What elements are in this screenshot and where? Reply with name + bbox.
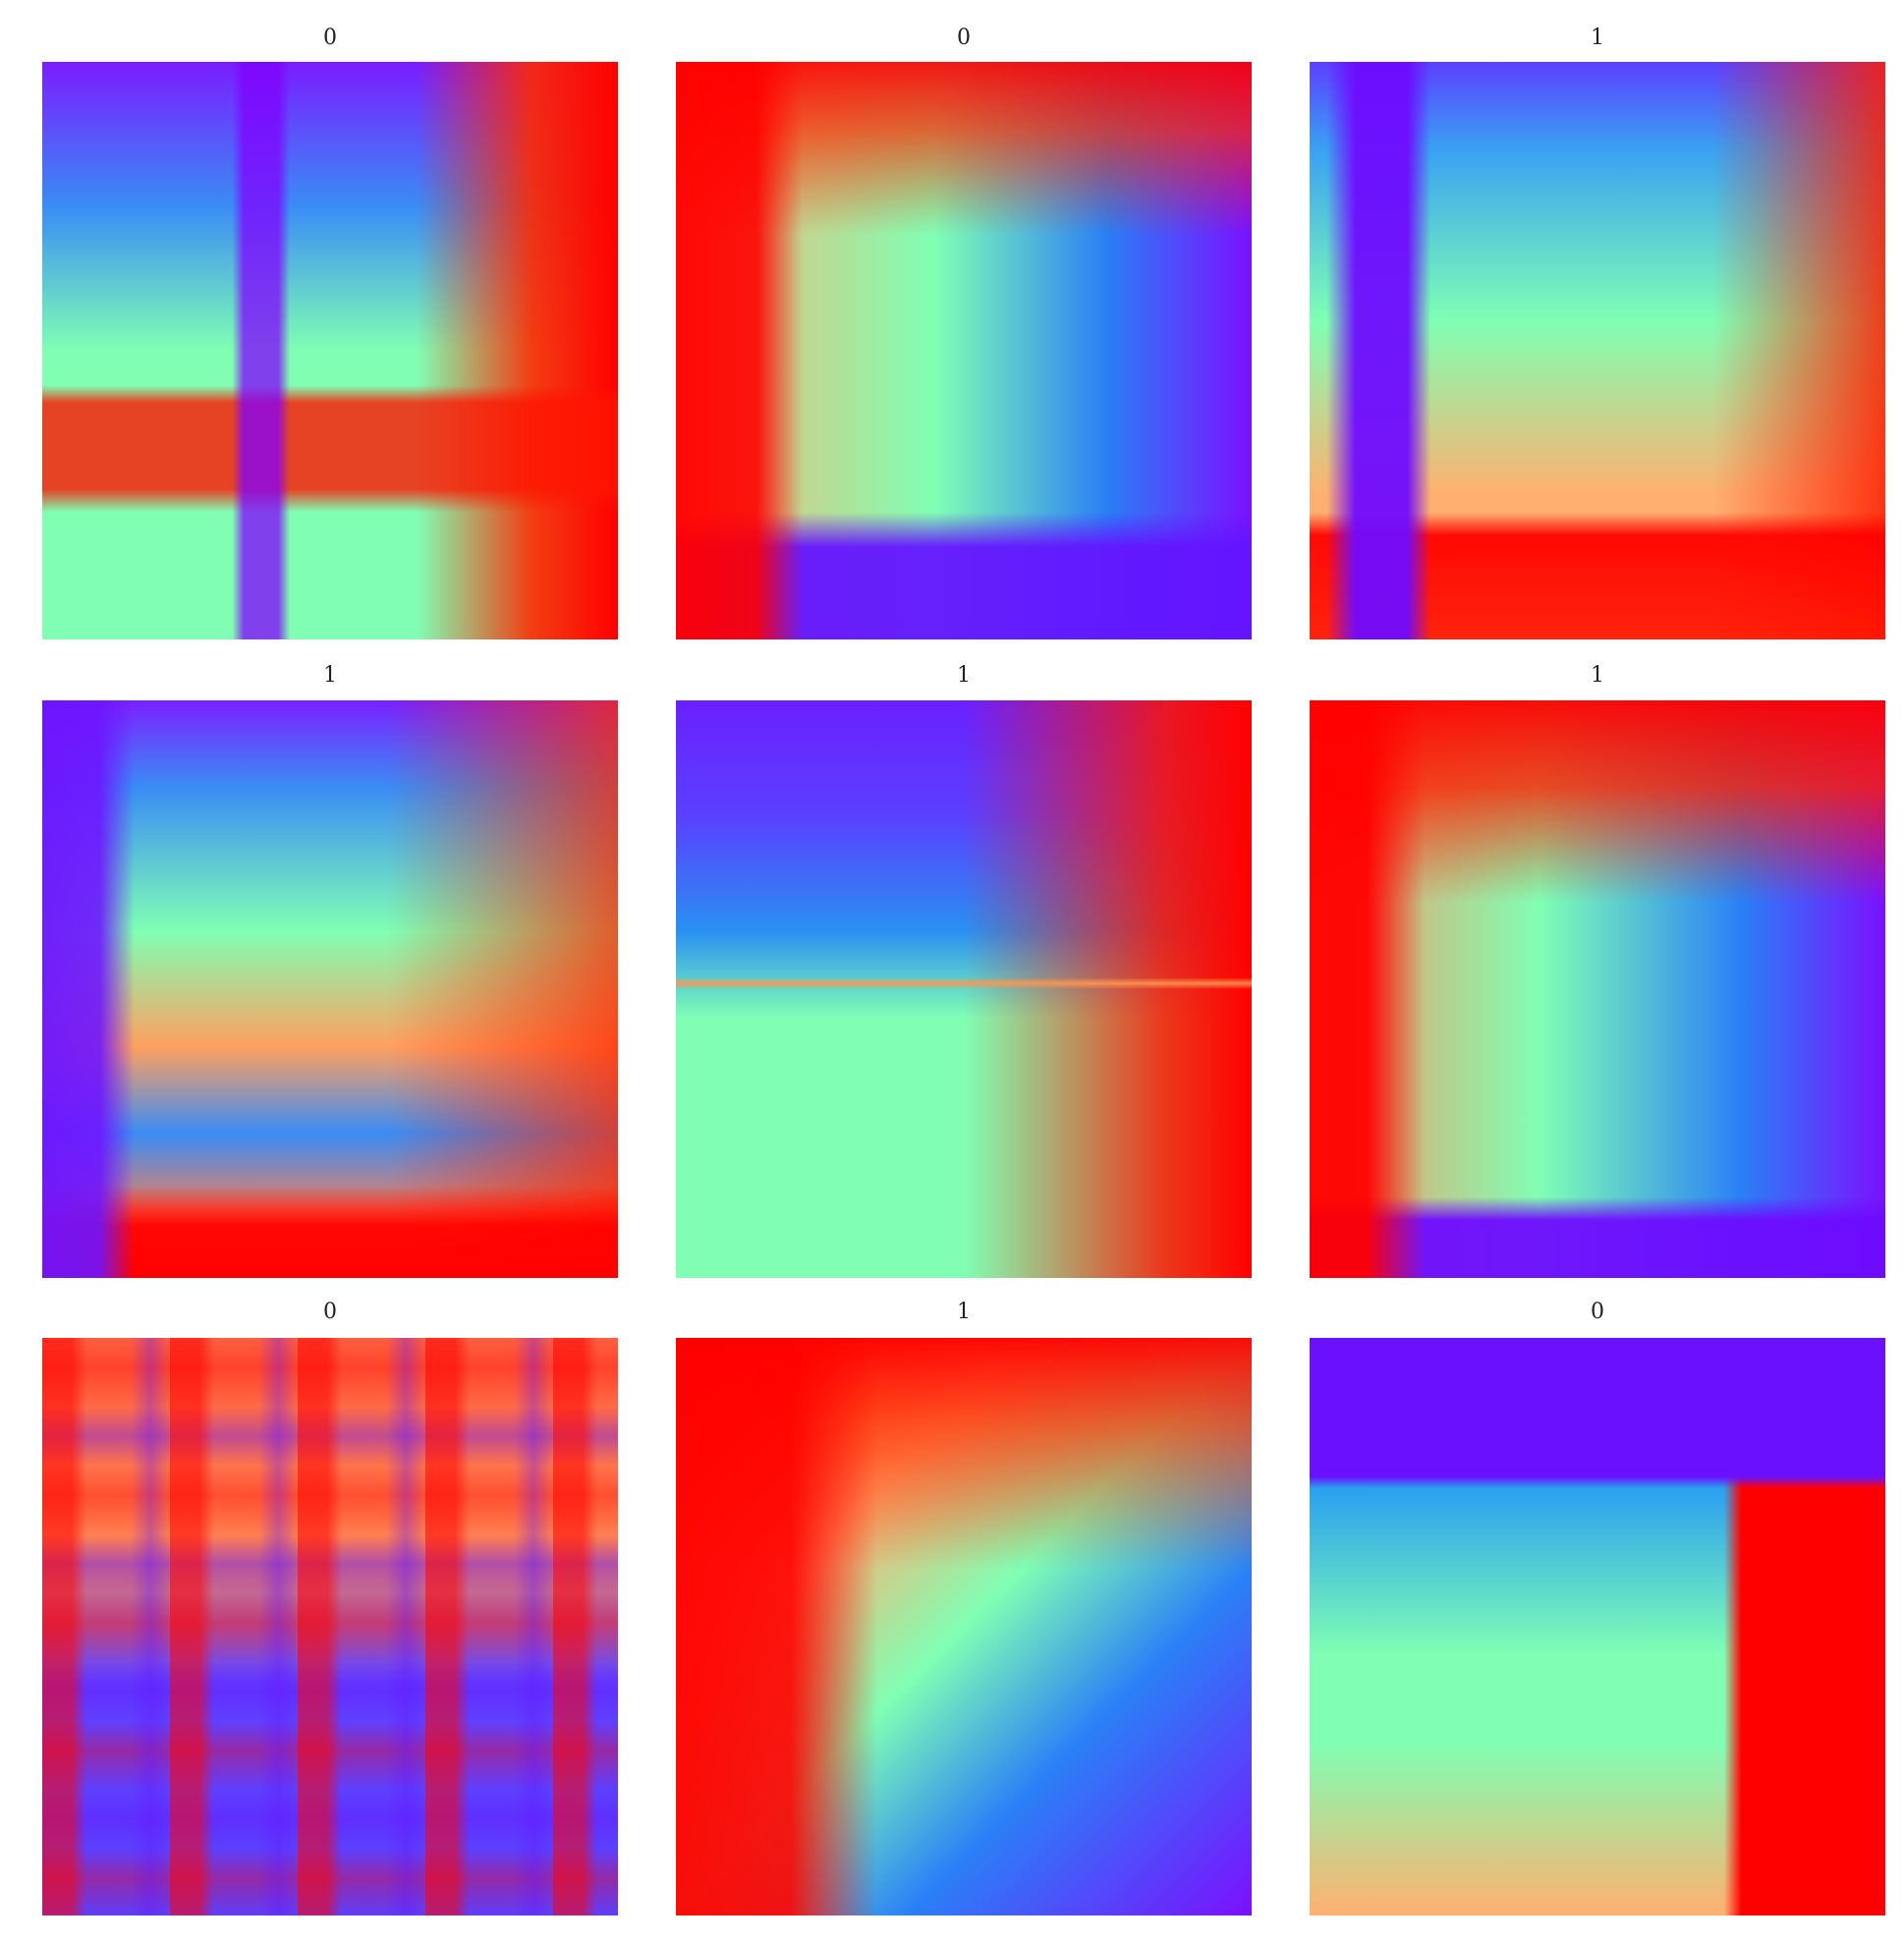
panel-title: 1 [957, 663, 971, 688]
heatmap [676, 700, 1252, 1278]
panel-title: 0 [323, 1300, 337, 1324]
panel-title: 0 [323, 26, 337, 50]
panel-title: 0 [957, 26, 971, 50]
heatmap [42, 1338, 618, 1915]
panel-title: 1 [1591, 663, 1604, 688]
heatmap [1310, 1338, 1885, 1915]
panel-title: 1 [1591, 26, 1604, 50]
panel-title: 1 [957, 1300, 971, 1324]
heatmap [1310, 62, 1885, 639]
heatmap [1310, 700, 1885, 1278]
panel-title: 1 [323, 663, 337, 688]
heatmap [676, 62, 1252, 639]
heatmap [42, 62, 618, 639]
panel-title: 0 [1591, 1300, 1604, 1324]
heatmap [42, 700, 618, 1278]
heatmap [676, 1338, 1252, 1915]
